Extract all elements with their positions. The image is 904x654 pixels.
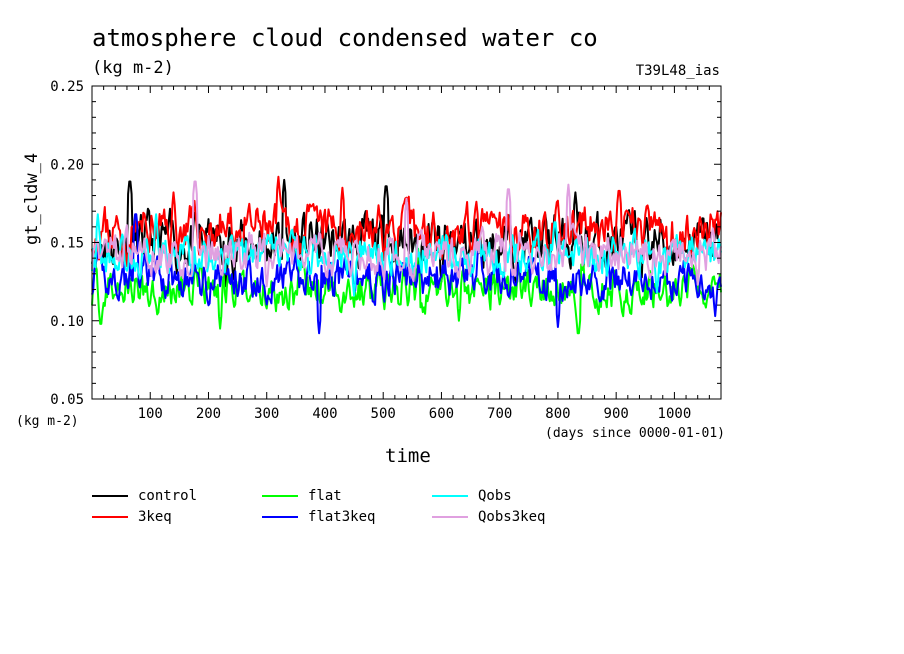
- x-tick-label: 900: [604, 406, 629, 422]
- x-tick-label: 500: [371, 406, 396, 422]
- x-tick-label: 200: [196, 406, 221, 422]
- legend-swatch: [432, 495, 468, 497]
- x-tick-label: 600: [429, 406, 454, 422]
- x-tick-label: 700: [487, 406, 512, 422]
- series-line-flat3keq: [91, 213, 722, 335]
- legend-label: Qobs3keq: [478, 509, 546, 525]
- chart-units: (kg m-2): [92, 58, 174, 78]
- legend-label: flat: [308, 488, 342, 504]
- legend-item-control: control: [92, 488, 197, 504]
- legend-swatch: [432, 516, 468, 518]
- x-tick-label: 1000: [658, 406, 692, 422]
- x-tick-label: 100: [138, 406, 163, 422]
- legend-label: 3keq: [138, 509, 172, 525]
- y-tick-label: 0.15: [50, 236, 84, 252]
- y-tick-label: 0.05: [50, 392, 84, 408]
- legend-swatch: [262, 516, 298, 518]
- legend-item-3keq: 3keq: [92, 509, 172, 525]
- x-tick-label: 400: [312, 406, 337, 422]
- legend-label: flat3keq: [308, 509, 376, 525]
- y-axis-unit: (kg m-2): [16, 414, 79, 429]
- legend-item-flat: flat: [262, 488, 342, 504]
- run-id-label: T39L48_ias: [635, 63, 720, 79]
- legend-item-flat3keq: flat3keq: [262, 509, 375, 525]
- y-tick-label: 0.25: [50, 79, 84, 95]
- series-line-qobs3keq: [91, 180, 722, 288]
- legend-swatch: [92, 516, 128, 518]
- y-tick-label: 0.10: [50, 314, 84, 330]
- legend-item-qobs: Qobs: [432, 488, 512, 504]
- y-tick-label: 0.20: [50, 157, 84, 173]
- legend-label: control: [138, 488, 198, 504]
- legend-item-qobs3keq: Qobs3keq: [432, 509, 545, 525]
- x-axis-label: time: [385, 445, 431, 467]
- x-axis-unit: (days since 0000-01-01): [545, 426, 726, 441]
- x-tick-label: 300: [254, 406, 279, 422]
- legend-label: Qobs: [478, 488, 512, 504]
- chart-title: atmosphere cloud condensed water co: [92, 24, 598, 52]
- legend-swatch: [92, 495, 128, 497]
- plot-frame: [91, 85, 722, 400]
- x-tick-label: 800: [545, 406, 570, 422]
- legend-swatch: [262, 495, 298, 497]
